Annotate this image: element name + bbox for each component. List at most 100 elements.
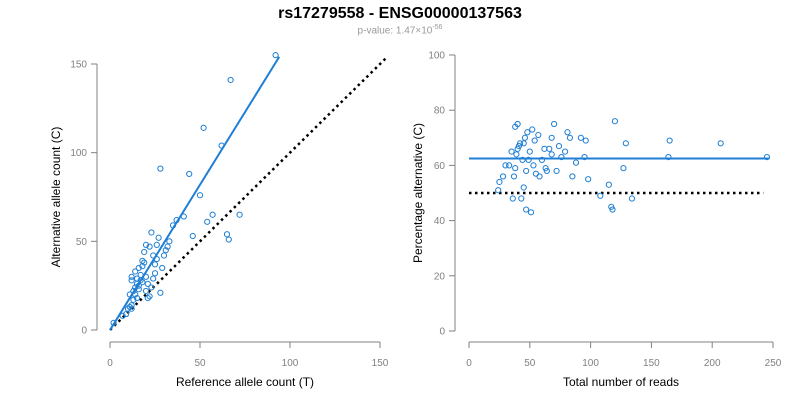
panel-1-data-point <box>150 252 157 259</box>
panel-2-data-point <box>569 173 576 180</box>
panel-2-data-point <box>597 192 604 199</box>
panel-1-data-point <box>227 76 234 84</box>
panel-1-data-point <box>130 296 137 303</box>
panel-2-data-point <box>536 173 543 180</box>
panel-2-y-tick-label: 40 <box>434 216 446 227</box>
panel-1-data-point <box>218 142 225 149</box>
p-value-label: p-value: 1.47×10-56 <box>0 24 800 36</box>
panel-1-data-point <box>130 287 137 295</box>
panel-1-x-tick-label: 50 <box>194 358 206 369</box>
panel-2-data-point <box>520 184 527 191</box>
panel-2-data-point <box>523 167 530 175</box>
panel-1-data-point <box>159 264 166 272</box>
panel-2-data-point <box>605 181 612 188</box>
panel-2-data-point <box>561 148 569 155</box>
panel-1-data-point <box>236 211 243 218</box>
panel-2-data-point <box>512 165 519 172</box>
panel-2-data-point <box>532 170 539 177</box>
panel-1-data-point <box>180 213 187 220</box>
panel-2-data-point <box>535 131 542 139</box>
panel-1-data-point <box>139 257 146 264</box>
panel-2-y-tick-label: 80 <box>434 106 446 117</box>
panel-2-y-tick-label: 60 <box>434 161 446 172</box>
panel-1-y-tick-label: 100 <box>70 148 87 159</box>
panel-2-data-point <box>523 206 530 213</box>
panel-1-data-point <box>144 294 151 302</box>
panel-1-data-point <box>223 231 231 238</box>
panel-2-y-tick-label: 0 <box>439 327 445 338</box>
panel-2-data-point <box>763 154 771 161</box>
panel-2-x-tick-label: 200 <box>704 358 721 369</box>
panel-1-fit-line <box>109 56 281 331</box>
panel-1-data-point <box>133 294 141 302</box>
panel-2-data-point <box>526 148 533 155</box>
panel-2-data-point <box>620 165 627 172</box>
panel-1-data-point <box>110 319 117 327</box>
panel-1-data-point <box>141 248 148 256</box>
panel-2-data-point <box>516 140 524 147</box>
panel-2-data-point <box>546 145 553 152</box>
p-value-text: p-value: 1.47×10 <box>357 25 433 37</box>
p-value-exponent: -56 <box>432 24 443 31</box>
panel-2-data-point <box>527 209 535 216</box>
percentage-alternative-scatter: 0 50 100 150 200 250 0 20 40 60 80 100 Total number … <box>411 51 782 390</box>
panel-2-data-point <box>496 178 503 186</box>
panel-1-data-point <box>132 284 139 291</box>
panel-1-data-point <box>124 305 132 312</box>
panel-2-data-point <box>628 195 636 202</box>
panel-1-data-point <box>148 284 155 291</box>
panel-1-data-point <box>166 238 173 245</box>
panel-1-data-point <box>204 218 211 225</box>
panel-2-data-point <box>513 151 520 158</box>
panel-2-data-point <box>510 173 518 180</box>
panel-1-data-point <box>169 222 177 229</box>
panel-1-data-point <box>200 124 207 131</box>
panel-1-data-point <box>139 279 146 286</box>
panel-2-data-point <box>611 118 619 125</box>
panel-1-data-point <box>126 291 133 298</box>
panel-1-data-point <box>119 312 126 319</box>
panel-2-data-point <box>581 154 588 161</box>
panel-1-data-point <box>151 261 159 268</box>
allele-count-scatter: 0 50 100 150 0 50 100 150 Reference allele count… <box>49 52 389 389</box>
panel-2-y-axis-title: Percentage alternative (C) <box>411 123 425 263</box>
panel-1-data-point <box>132 268 139 275</box>
panel-1-data-point <box>128 302 135 309</box>
panel-2-data-point <box>519 156 526 163</box>
panel-1-data-point <box>155 234 162 241</box>
panel-2-x-tick-label: 0 <box>466 358 472 369</box>
panel-2-data-point <box>548 151 555 158</box>
panel-2-data-point <box>495 187 502 194</box>
panel-1-x-tick-label: 150 <box>372 358 389 369</box>
panel-1-data-point <box>133 275 141 282</box>
panel-1-data-point <box>135 264 142 272</box>
panel-2-x-tick-label: 150 <box>643 358 660 369</box>
panel-2-data-point <box>558 154 565 161</box>
panel-1-data-point <box>186 170 193 178</box>
panel-1-data-point <box>128 277 135 284</box>
panel-2-data-point <box>529 126 536 133</box>
panel-2-data-point <box>502 162 509 169</box>
panel-1-x-axis-title: Reference allele count (T) <box>176 375 314 389</box>
panel-1-y-tick-label: 150 <box>70 60 87 71</box>
panel-1-data-point <box>196 192 204 199</box>
panel-1-data-point <box>123 310 130 318</box>
panel-2-data-point <box>551 120 558 128</box>
panel-2-data-point <box>622 140 629 147</box>
panel-1-data-point <box>141 259 148 266</box>
panel-1-x-tick-label: 0 <box>107 358 113 369</box>
panel-1-data-point <box>148 229 155 236</box>
panel-1-data-point <box>272 52 279 59</box>
panel-2-data-point <box>530 162 537 169</box>
panel-2-data-point <box>521 134 529 141</box>
panel-1-data-point <box>142 241 150 248</box>
panel-2-y-tick-label: 100 <box>428 51 445 62</box>
panel-2-data-point <box>520 140 527 147</box>
panel-2-x-tick-label: 100 <box>582 358 599 369</box>
panel-2-data-point <box>543 167 550 175</box>
panel-2-data-point <box>566 134 574 141</box>
panel-2-y-tick-label: 20 <box>434 271 446 282</box>
panel-2-data-point <box>585 176 592 183</box>
panel-1-data-point <box>189 232 196 240</box>
